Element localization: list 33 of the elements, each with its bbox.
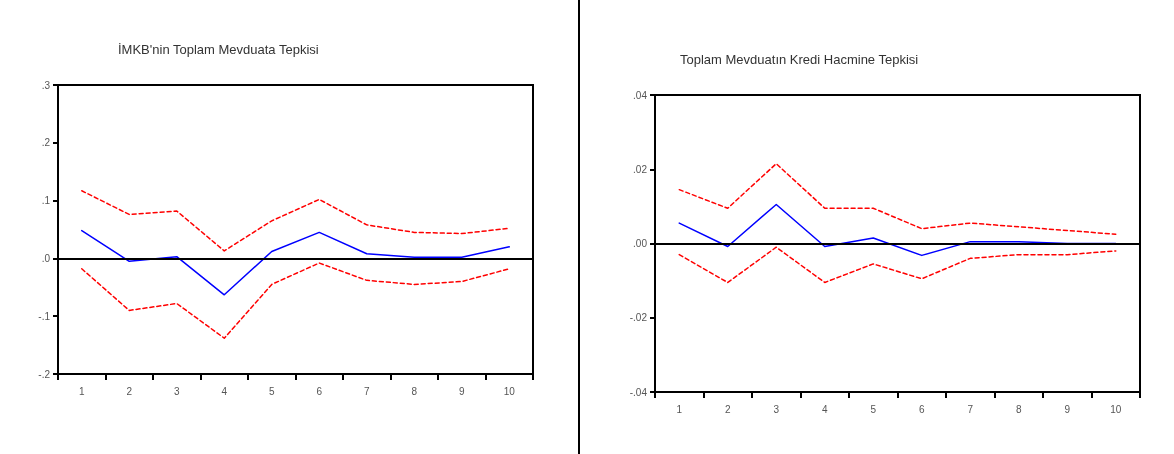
y-tick-label: .00 xyxy=(633,238,648,249)
chart-title: İMKB'nin Toplam Mevduata Tepkisi xyxy=(118,42,319,57)
x-tick-label: 5 xyxy=(870,403,877,415)
chart-title: Toplam Mevduatın Kredi Hacmine Tepkisi xyxy=(680,52,919,67)
x-tick-label: 9 xyxy=(1064,403,1071,415)
x-tick-label: 2 xyxy=(724,403,731,415)
x-tick-label: 3 xyxy=(173,385,180,397)
x-tick-label: 1 xyxy=(78,385,85,397)
x-tick-label: 4 xyxy=(821,403,828,415)
x-tick-label: 6 xyxy=(316,385,323,397)
y-tick-label: -.1 xyxy=(38,310,51,322)
x-tick-label: 8 xyxy=(1015,403,1022,415)
y-tick-label: .2 xyxy=(41,137,51,149)
y-tick-label: .02 xyxy=(633,163,648,175)
x-tick-label: 4 xyxy=(221,385,228,397)
y-tick-label: .04 xyxy=(633,89,648,101)
x-tick-label: 5 xyxy=(268,385,275,397)
x-tick-label: 10 xyxy=(1110,403,1122,415)
x-tick-label: 7 xyxy=(363,385,370,397)
y-tick-label: -.2 xyxy=(38,368,51,380)
x-tick-label: 7 xyxy=(967,403,974,415)
x-tick-label: 1 xyxy=(676,403,683,415)
x-tick-label: 9 xyxy=(458,385,465,397)
x-tick-label: 3 xyxy=(773,403,780,415)
y-tick-label: .1 xyxy=(41,195,51,207)
y-tick-label: -.02 xyxy=(629,312,648,324)
x-tick-label: 8 xyxy=(411,385,418,397)
x-tick-label: 2 xyxy=(126,385,133,397)
y-tick-label: .3 xyxy=(41,79,51,91)
y-tick-label: .0 xyxy=(41,252,51,264)
x-tick-label: 6 xyxy=(918,403,925,415)
x-tick-label: 10 xyxy=(503,385,516,397)
y-tick-label: -.04 xyxy=(629,386,648,398)
